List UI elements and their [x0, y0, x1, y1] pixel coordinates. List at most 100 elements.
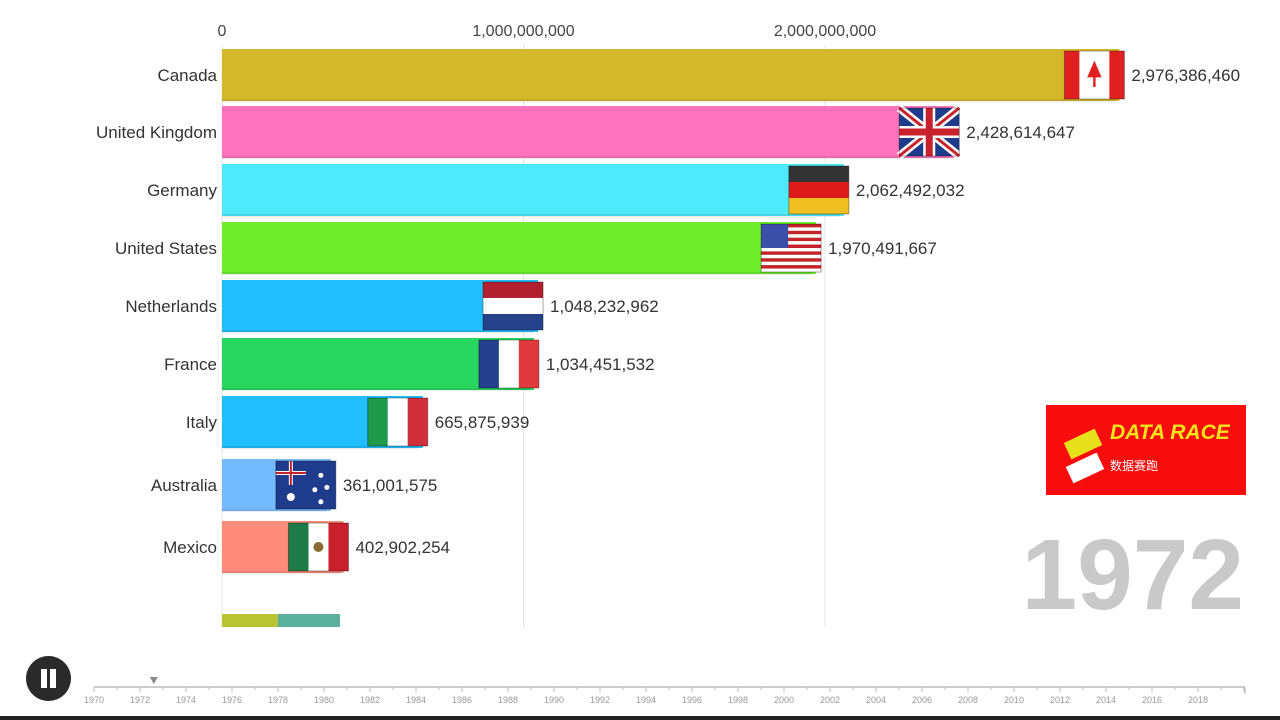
flag-part [761, 224, 822, 228]
bottom-border [0, 716, 1280, 720]
netherlands-flag [482, 281, 544, 331]
timeline-label: 1980 [314, 695, 334, 705]
year-display: 1972 [1021, 519, 1244, 631]
value-label: 1,048,232,962 [550, 297, 659, 316]
star [318, 499, 324, 505]
flag-part [761, 237, 822, 242]
flag-border [898, 107, 960, 157]
flag-part [483, 298, 544, 314]
category-label: Italy [186, 413, 218, 432]
bar [222, 222, 817, 274]
flag-border [287, 522, 349, 572]
category-label: United Kingdom [96, 123, 217, 142]
timeline-label: 2016 [1142, 695, 1162, 705]
star [318, 472, 324, 478]
bar-row-australia: Australia 361,001,575 [151, 459, 438, 512]
flag-part [288, 523, 309, 571]
bar [222, 164, 844, 216]
flag-part [367, 398, 388, 446]
france-flag [478, 339, 540, 389]
timeline-label: 1976 [222, 695, 242, 705]
x-tick-label: 2,000,000,000 [774, 23, 876, 40]
flag-border [275, 460, 337, 510]
flag-part [761, 248, 822, 252]
australia-flag [275, 460, 337, 510]
timeline-label: 2006 [912, 695, 932, 705]
timeline-label: 2008 [958, 695, 978, 705]
pause-button[interactable] [26, 656, 71, 701]
data-race-logo: DATA RACE 数据赛跑 [1046, 405, 1246, 495]
logo-subtitle: 数据赛跑 [1110, 459, 1159, 473]
timeline-label: 1982 [360, 695, 380, 705]
timeline-label: 1972 [130, 695, 150, 705]
flag-border [367, 397, 429, 447]
bar-shadow [222, 388, 530, 391]
flag-part [788, 198, 849, 214]
bar-row-united-states: United States 1,970,491,667 [115, 222, 937, 275]
maple-leaf [1087, 60, 1102, 87]
timeline-label: 2018 [1188, 695, 1208, 705]
timeline-label: 1988 [498, 695, 518, 705]
italy-flag [367, 397, 429, 447]
mexico-flag [287, 522, 349, 572]
bar [222, 49, 1120, 101]
bar-row-mexico: Mexico 402,902,254 [163, 521, 450, 574]
flag-part [761, 227, 822, 231]
bar-row-canada: Canada 2,976,386,460 [157, 49, 1240, 102]
timeline-label: 2012 [1050, 695, 1070, 705]
flag-part [478, 340, 499, 388]
x-tick-label: 0 [218, 23, 227, 40]
timeline-label: 1978 [268, 695, 288, 705]
flag-part [761, 234, 822, 238]
entering-bar-flag [278, 614, 340, 627]
value-label: 2,428,614,647 [966, 123, 1075, 142]
logo-title: DATA RACE [1110, 421, 1230, 444]
flag-part [761, 230, 822, 235]
bar-chart: 0 1,000,000,000 2,000,000,000 Canada 2,976,3… [96, 23, 1240, 627]
flag-part [483, 314, 544, 330]
bar-shadow [222, 330, 535, 333]
flag-part [483, 282, 544, 298]
flag-part [761, 265, 822, 269]
timeline-label: 2004 [866, 695, 886, 705]
timeline-label: 2014 [1096, 695, 1116, 705]
flag-part [925, 108, 933, 156]
timeline-handle[interactable] [149, 677, 158, 684]
usa-flag [760, 223, 822, 273]
value-label: 1,970,491,667 [828, 239, 937, 258]
flag-part [407, 398, 428, 446]
bar-row-united-kingdom: United Kingdom 2,428,614,647 [96, 104, 1075, 160]
value-label: 2,062,492,032 [856, 181, 965, 200]
timeline-label: 2000 [774, 695, 794, 705]
value-label: 665,875,939 [435, 413, 530, 432]
flag-border [478, 339, 540, 389]
flag-part [761, 261, 822, 266]
x-tick-label: 1,000,000,000 [472, 23, 574, 40]
eagle-emblem [313, 542, 324, 552]
value-label: 1,034,451,532 [546, 355, 655, 374]
flag-part [518, 340, 539, 388]
flag-part [387, 398, 408, 446]
flag-part [498, 340, 519, 388]
timeline-label: 1984 [406, 695, 426, 705]
category-label: Mexico [163, 538, 217, 557]
timeline-slider[interactable]: 1970 1972 1974 1976 1978 1980 1982 1984 1986 1988… [0, 670, 1280, 710]
timeline-label: 1970 [84, 695, 104, 705]
category-label: France [164, 355, 217, 374]
category-label: Netherlands [125, 297, 217, 316]
category-label: United States [115, 239, 217, 258]
value-label: 361,001,575 [343, 476, 438, 495]
bar-row-germany: Germany 2,062,492,032 [147, 164, 965, 217]
flag-part [788, 182, 849, 198]
bar-shadow [222, 272, 813, 275]
flag-border [788, 165, 850, 215]
canada-flag [1063, 50, 1125, 100]
star [286, 493, 295, 501]
flag-part [761, 268, 822, 272]
flag-border [1063, 50, 1125, 100]
flag-part [788, 166, 849, 182]
timeline-label: 1998 [728, 695, 748, 705]
flag-part [275, 461, 336, 509]
bar-row-italy: Italy 665,875,939 [186, 396, 529, 449]
bar-shadow [222, 214, 840, 217]
